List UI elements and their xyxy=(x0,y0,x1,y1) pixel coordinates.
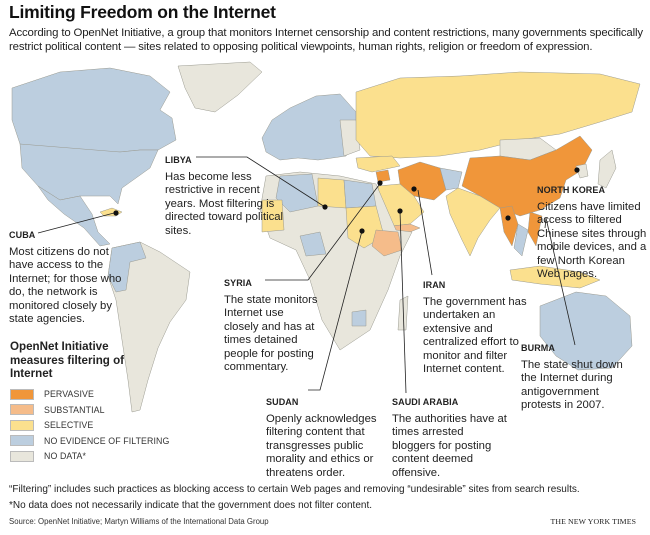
source-credit: Source: OpenNet Initiative; Martyn Willi… xyxy=(9,517,269,526)
publisher-credit: THE NEW YORK TIMES xyxy=(550,517,636,526)
region-europe-east xyxy=(339,119,361,157)
intro-text: According to OpenNet Initiative, a group… xyxy=(9,27,643,53)
annotation-iran: IRAN The government has undertaken an ex… xyxy=(423,279,533,377)
legend-label-selective: SELECTIVE xyxy=(44,420,94,431)
annotation-north-korea-title: NORTH KOREA xyxy=(537,185,606,195)
legend-swatch-substantial xyxy=(10,404,34,416)
annotation-burma-title: BURMA xyxy=(521,343,555,353)
legend-item-no-evidence: NO EVIDENCE OF FILTERING xyxy=(10,433,169,449)
region-canada xyxy=(11,67,177,153)
annotation-sudan-title: SUDAN xyxy=(266,397,299,407)
annotation-syria-text: The state monitors Internet use closely … xyxy=(224,293,318,374)
annotation-north-korea: NORTH KOREA Citizens have limited access… xyxy=(537,184,649,282)
annotation-syria: SYRIA The state monitors Internet use cl… xyxy=(224,277,319,375)
region-vietnam xyxy=(527,211,543,247)
annotation-north-korea-text: Citizens have limited access to filtered… xyxy=(537,200,647,281)
region-japan xyxy=(597,149,617,189)
region-russia xyxy=(355,71,641,159)
annotation-burma: BURMA The state shut down the Internet d… xyxy=(521,342,626,413)
region-cuba xyxy=(99,207,123,217)
region-syria xyxy=(375,169,391,183)
region-south-america xyxy=(107,241,191,413)
region-mexico xyxy=(37,185,111,247)
region-thailand xyxy=(513,223,529,257)
legend-swatch-selective xyxy=(10,419,34,431)
annotation-libya-text: Has become less restrictive in recent ye… xyxy=(165,170,284,237)
region-north-korea xyxy=(575,163,589,179)
legend-item-no-data: NO DATA* xyxy=(10,449,169,465)
region-andes xyxy=(107,241,147,293)
legend-title: OpenNet Initiative measures filtering of… xyxy=(10,340,125,380)
region-ethiopia xyxy=(371,229,403,257)
legend-item-substantial: SUBSTANTIAL xyxy=(10,402,169,418)
annotation-sudan: SUDAN Openly acknowledges filtering cont… xyxy=(266,396,391,480)
legend-item-pervasive: PERVASIVE xyxy=(10,387,169,403)
region-burma xyxy=(499,205,519,247)
legend-label-no-data: NO DATA* xyxy=(44,451,87,462)
annotation-iran-title: IRAN xyxy=(423,280,446,290)
region-zimbabwe xyxy=(351,309,367,327)
legend-swatch-pervasive xyxy=(10,388,34,400)
annotation-saudi-arabia-title: SAUDI ARABIA xyxy=(392,397,459,407)
legend-label-substantial: SUBSTANTIAL xyxy=(44,404,105,415)
region-mauritania xyxy=(261,199,285,233)
page-title: Limiting Freedom on the Internet xyxy=(9,2,276,22)
annotation-libya-title: LIBYA xyxy=(165,155,192,165)
annotation-cuba-title: CUBA xyxy=(9,230,36,240)
annotation-iran-text: The government has undertaken an extensi… xyxy=(423,295,527,376)
region-algeria xyxy=(275,173,319,213)
annotation-saudi-arabia-text: The authorities have at times arrested b… xyxy=(392,412,507,479)
legend-label-pervasive: PERVASIVE xyxy=(44,389,94,400)
region-usa xyxy=(19,143,159,205)
legend-item-selective: SELECTIVE xyxy=(10,418,169,434)
legend-label-no-evidence: NO EVIDENCE OF FILTERING xyxy=(44,435,170,446)
annotation-cuba-text: Most citizens do not have access to the … xyxy=(9,245,122,326)
annotation-cuba: CUBA Most citizens do not have access to… xyxy=(9,229,129,327)
footnote-no-data: *No data does not necessarily indicate t… xyxy=(9,500,372,511)
region-egypt xyxy=(343,179,377,209)
region-india xyxy=(445,187,501,257)
region-libya xyxy=(317,177,347,209)
legend-swatch-no-evidence xyxy=(10,435,34,447)
annotation-syria-title: SYRIA xyxy=(224,278,253,288)
annotation-burma-text: The state shut down the Internet during … xyxy=(521,358,623,412)
footnote-filtering: “Filtering” includes such practices as b… xyxy=(9,484,580,495)
region-turkey xyxy=(355,155,401,173)
region-greenland xyxy=(177,61,263,113)
legend: OpenNet Initiative measures filtering of… xyxy=(10,340,169,464)
region-indonesia xyxy=(509,265,601,289)
annotation-saudi-arabia: SAUDI ARABIA The authorities have at tim… xyxy=(392,396,507,480)
legend-swatch-no-data xyxy=(10,450,34,462)
leader-lines xyxy=(37,156,576,394)
annotation-sudan-text: Openly acknowledges filtering content th… xyxy=(266,412,377,479)
annotation-dots xyxy=(113,167,580,234)
region-australia xyxy=(539,291,633,371)
region-nigeria xyxy=(299,231,327,257)
annotation-libya: LIBYA Has become less restrictive in rec… xyxy=(165,154,290,238)
